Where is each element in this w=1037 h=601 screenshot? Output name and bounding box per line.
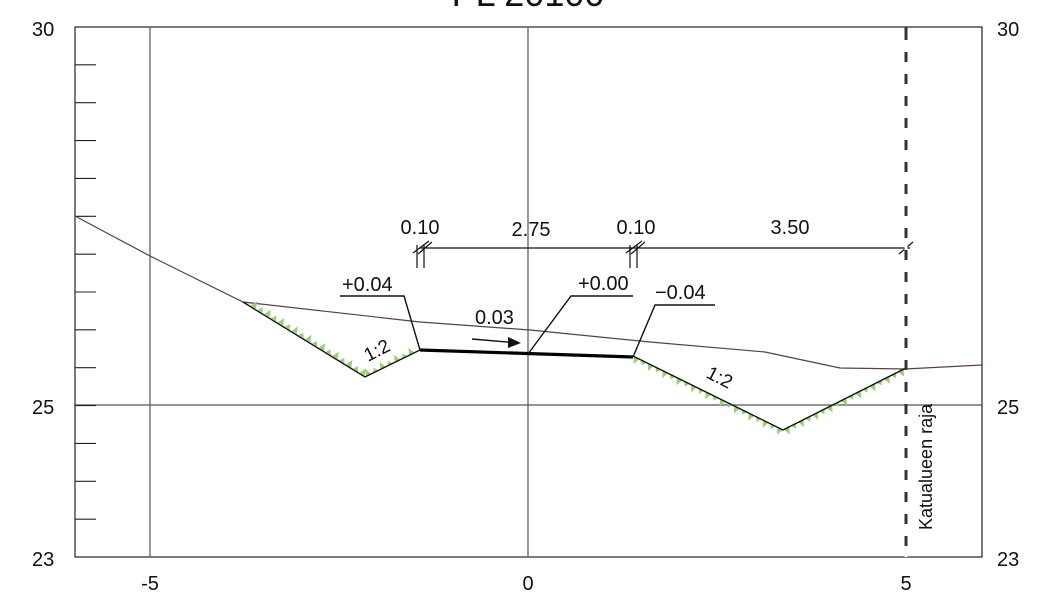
grass-mark: [647, 363, 654, 372]
grass-mark: [841, 398, 847, 406]
y-label-right-23: 23: [997, 549, 1019, 571]
grass-mark: [365, 369, 372, 377]
grass-mark: [898, 369, 904, 377]
right-ditch-slope-label: 1:2: [703, 363, 736, 394]
dim-label-left-gap: 0.10: [401, 217, 440, 239]
grass-mark: [883, 376, 890, 384]
dim-label-road-width: 2.75: [512, 219, 551, 241]
grass-mark: [855, 390, 862, 399]
slope-label: 0.03: [475, 307, 514, 329]
grass-mark: [662, 370, 668, 379]
left-ditch-line: [242, 301, 421, 378]
grass-mark: [676, 377, 683, 386]
grass-mark: [379, 361, 386, 370]
grass-mark: [271, 315, 277, 322]
level-label-left-edge: +0.04: [342, 274, 393, 296]
grass-mark: [748, 413, 755, 421]
y-label-right-25: 25: [997, 397, 1019, 419]
grass-mark: [250, 301, 258, 309]
dimension-tick-right: [625, 240, 646, 268]
y-label-left-30: 30: [32, 19, 54, 41]
grass-mark: [762, 420, 769, 428]
grass-mark: [264, 309, 271, 318]
leader-left-edge: [340, 295, 421, 351]
grass-mark: [332, 351, 339, 360]
grass-mark: [359, 368, 366, 376]
grass-mark: [633, 356, 640, 364]
section-title: PL 20100: [452, 0, 605, 14]
grass-mark: [291, 326, 298, 334]
existing-ground-line: [74, 215, 983, 370]
road-surface: [419, 348, 634, 359]
level-label-right-edge: −0.04: [655, 282, 706, 304]
x-label-5: 5: [900, 573, 911, 595]
y-label-right-30: 30: [997, 19, 1019, 41]
grass-mark: [284, 324, 290, 330]
boundary-label: Katualueen raja: [916, 403, 936, 530]
grass-mark: [733, 406, 740, 414]
grass-mark: [312, 341, 318, 347]
x-label-0: 0: [522, 573, 533, 595]
grass-mark: [305, 334, 312, 343]
grass-mark: [705, 391, 711, 400]
grass-mark: [325, 349, 331, 355]
grass-hatching: [250, 301, 904, 435]
grass-mark: [278, 318, 285, 326]
x-label-minus5: -5: [141, 573, 159, 595]
grass-mark: [783, 426, 790, 435]
grass-mark: [719, 398, 726, 407]
slope-arrow-head: [508, 337, 521, 348]
leader-center: [527, 295, 633, 355]
grass-mark: [298, 332, 304, 339]
grass-mark: [798, 419, 804, 428]
y-label-left-25: 25: [32, 397, 54, 419]
y-label-left-23: 23: [32, 549, 54, 571]
dim-label-right-span: 3.50: [771, 217, 810, 239]
dimension-tick-left: [412, 240, 433, 268]
grass-mark: [408, 347, 415, 356]
y-minor-ticks: [75, 64, 96, 520]
grass-mark: [318, 343, 326, 351]
grass-mark: [777, 427, 783, 435]
dim-label-right-gap: 0.10: [617, 217, 656, 239]
grass-mark: [346, 360, 353, 368]
grass-mark: [690, 384, 697, 393]
grass-mark: [257, 307, 263, 313]
grass-mark: [394, 354, 400, 363]
grass-mark: [869, 383, 876, 392]
right-ditch-line: [632, 355, 907, 431]
grass-mark: [353, 366, 359, 372]
leader-right-edge: [632, 304, 715, 358]
grass-mark: [812, 412, 819, 420]
grass-mark: [826, 405, 833, 413]
level-label-center: +0.00: [578, 273, 629, 295]
grass-mark: [339, 357, 345, 364]
